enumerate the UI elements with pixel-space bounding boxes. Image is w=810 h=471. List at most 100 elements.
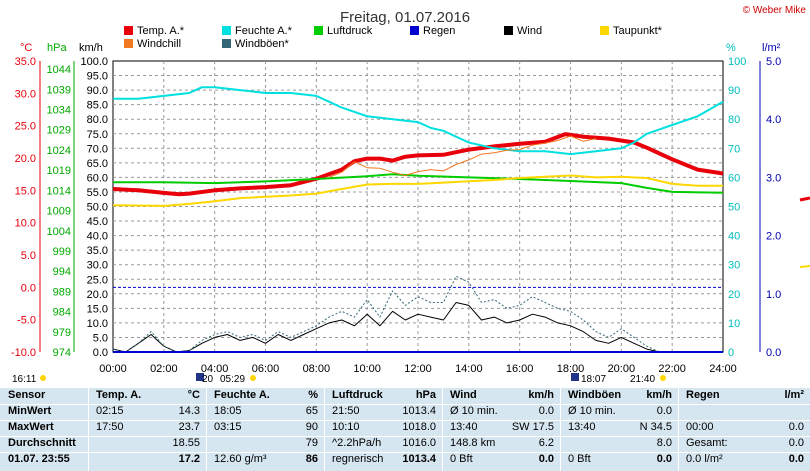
x-tick-label: 02:00 [150,363,178,375]
y-tick-wind: 95.0 [87,71,108,83]
axis-unit-rain: l/m² [762,42,781,54]
y-tick-humidity: 80 [728,114,740,126]
header-label: Wind [450,389,477,401]
temp-value: 17.2 [178,453,200,465]
sun-icon [660,375,666,381]
humidity-time: 03:15 [214,421,242,433]
temp-value: 14.3 [178,405,200,417]
sun-icon [250,375,256,381]
y-tick-pressure: 1009 [47,206,71,218]
y-tick-humidity: 100 [728,56,746,68]
y-tick-pressure: 1014 [47,185,71,197]
temp-time: 02:15 [96,405,124,417]
table-column [0,388,89,471]
legend-swatch-rain [410,26,419,35]
header-unit: l/m² [784,389,804,401]
humidity-value: 86 [305,453,318,465]
table-column [442,388,561,471]
y-tick-temp: -10.0 [11,347,36,359]
moon-icon [571,373,579,381]
y-tick-wind: 10.0 [87,318,108,330]
table-column [206,388,325,471]
edge-stub-dewpoint [799,265,810,268]
y-tick-wind: 75.0 [87,129,108,141]
y-tick-pressure: 1024 [47,145,71,157]
humidity-value: 65 [305,405,318,417]
pressure-time: ^2.2hPa/h [332,437,382,449]
x-tick-label: 04:00 [201,363,229,375]
header-label: Feuchte A. [214,389,270,401]
wind-value: 0.0 [538,405,554,417]
row-label: 01.07. 23:55 [8,453,70,465]
rain-info: 00:00 [686,421,714,433]
sunset-post-label: 21:40 [630,374,655,385]
weather-chart: Freitag, 01.07.2016 © Weber Mike Temp. A.*… [11,5,810,385]
humidity-time: 18:05 [214,405,242,417]
pressure-time: 10:10 [332,421,360,433]
y-tick-wind: 100.0 [80,56,108,68]
y-tick-wind: 60.0 [87,172,108,184]
row-label: MinWert [8,405,52,417]
sun-label-left: 16:11 [12,374,37,385]
y-tick-wind: 0.0 [93,347,108,359]
legend-label-rain: Regen [423,25,455,37]
rain-value: 0.0 [788,453,804,465]
gust-info: 0 Bft [568,453,591,465]
axis-unit-hpa: hPa [47,42,67,54]
x-tick-label: 14:00 [455,363,483,375]
sun-icon [40,375,46,381]
wind-direction: SW 17.5 [511,421,554,433]
legend-swatch-gusts [222,39,231,48]
table-divider [0,420,810,421]
series-windchill [328,135,597,178]
y-tick-temp: 35.0 [15,56,36,68]
header-unit: km/h [646,389,672,401]
y-tick-temp: -5.0 [17,315,36,327]
rain-value: 0.0 [788,421,804,433]
x-tick-label: 20:00 [608,363,636,375]
y-tick-wind: 50.0 [87,202,108,214]
legend-label-temp: Temp. A.* [137,25,185,37]
wind-value: 6.2 [538,437,554,449]
y-tick-pressure: 1019 [47,165,71,177]
row-label: Durchschnitt [8,437,76,449]
y-tick-humidity: 90 [728,85,740,97]
humidity-time: 12.60 g/m³ [214,453,267,465]
rain-info: 0.0 l/m² [686,453,723,465]
series-tempa [112,132,724,197]
y-tick-pressure: 994 [53,266,71,278]
x-tick-label: 16:00 [506,363,534,375]
gust-direction: N 34.5 [639,421,672,433]
x-tick-label: 24:00 [709,363,737,375]
y-tick-pressure: 984 [53,307,71,319]
humidity-value: 79 [305,437,318,449]
series-wind [112,302,723,353]
y-tick-pressure: 979 [53,327,71,339]
series-luftdruck [113,173,724,194]
header-unit: % [308,389,318,401]
axis-unit-percent: % [726,42,736,54]
header-unit: hPa [415,389,436,401]
edge-stub-temp [799,196,810,202]
legend-swatch-wind [504,26,513,35]
table-column [324,388,443,471]
legend-label-humidity: Feuchte A.* [235,25,293,37]
y-tick-rain: 3.0 [766,172,781,184]
y-tick-wind: 15.0 [87,303,108,315]
y-tick-pressure: 1044 [47,64,71,76]
legend-label-windchill: Windchill [137,38,181,50]
rain-info: Gesamt: [686,437,728,449]
y-tick-humidity: 30 [728,260,740,272]
pressure-value: 1013.4 [402,453,436,465]
wind-info: 13:40 [450,421,478,433]
header-unit: km/h [528,389,554,401]
y-tick-temp: 20.0 [15,153,36,165]
temp-value: 18.55 [172,437,200,449]
pressure-value: 1018.0 [402,421,436,433]
pressure-value: 1016.0 [402,437,436,449]
x-tick-label: 06:00 [252,363,280,375]
y-tick-wind: 85.0 [87,100,108,112]
y-tick-rain: 1.0 [766,289,781,301]
legend-label-dewpoint: Taupunkt* [613,25,663,37]
credit-text: © Weber Mike [743,5,807,16]
